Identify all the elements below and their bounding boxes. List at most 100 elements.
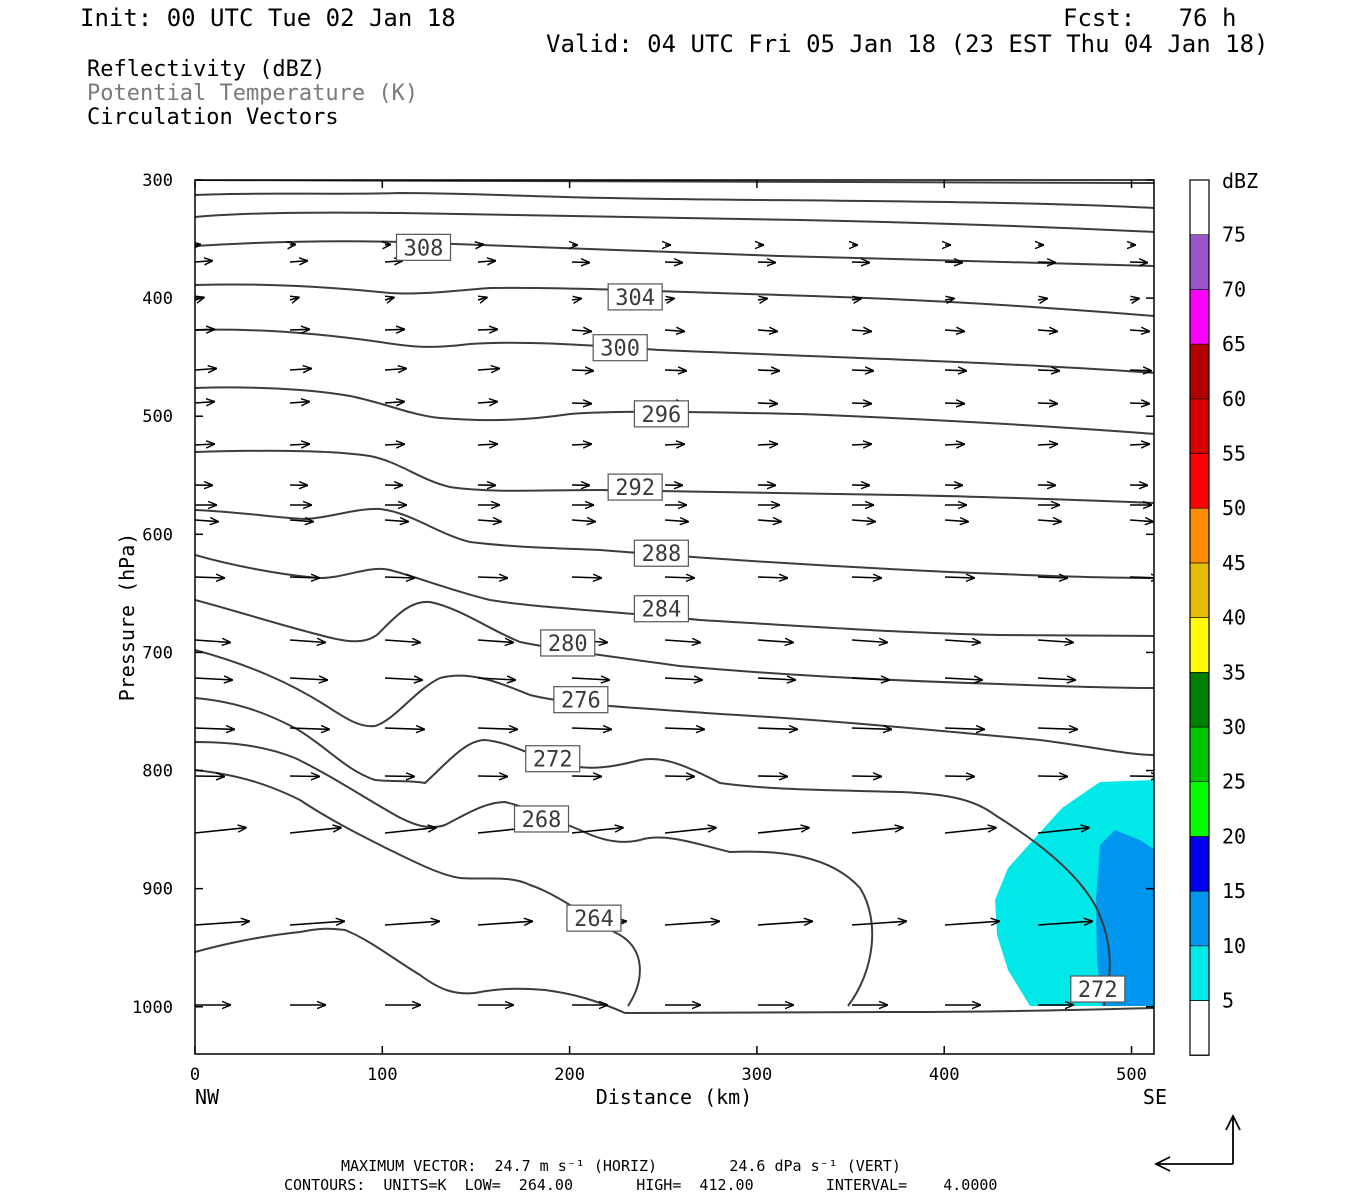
circulation-vector	[851, 370, 874, 371]
circulation-vector	[944, 330, 965, 331]
circulation-vector	[851, 444, 872, 445]
circulation-vector	[944, 776, 975, 777]
x-tick-label: 400	[929, 1065, 960, 1085]
circulation-vector	[384, 520, 409, 522]
circulation-vector	[384, 776, 415, 777]
colorbar-swatch	[1189, 343, 1210, 400]
colorbar-label: 55	[1222, 442, 1246, 466]
circulation-vector	[1037, 728, 1078, 729]
circulation-vector	[944, 678, 983, 680]
colorbar-label: 75	[1222, 223, 1246, 247]
circulation-vector	[1037, 921, 1093, 925]
colorbar-swatch	[1189, 617, 1210, 673]
circulation-vector	[944, 370, 967, 371]
circulation-vector	[1129, 370, 1152, 371]
theta-contour-266	[195, 769, 641, 1007]
y-axis-label: Pressure (hPa)	[115, 533, 139, 702]
circulation-vector	[477, 520, 502, 522]
circulation-vector	[664, 370, 687, 371]
colorbar-swatch	[1189, 453, 1210, 509]
circulation-vector	[384, 297, 395, 300]
circulation-vector	[477, 402, 498, 403]
reference-vector	[1153, 1113, 1241, 1172]
colorbar-label: 10	[1222, 934, 1246, 958]
colorbar-swatch	[1189, 890, 1210, 947]
circulation-vector	[289, 402, 310, 403]
circulation-vector	[1129, 262, 1148, 263]
circulation-vector	[851, 921, 907, 925]
circulation-vector	[289, 369, 312, 371]
circulation-vector	[571, 403, 592, 404]
svg-text:304: 304	[615, 286, 655, 311]
circulation-vector	[478, 244, 484, 245]
x-tick-label: 200	[554, 1065, 585, 1085]
circulation-vector	[384, 577, 415, 578]
contour-label: 268	[513, 805, 570, 833]
theta-contour-304	[195, 283, 1154, 317]
colorbar-swatch	[1189, 836, 1210, 892]
theta-contour-272	[195, 697, 1111, 1007]
circulation-vector	[1037, 678, 1076, 680]
theta-contour-300	[195, 328, 1154, 374]
colorbar-swatch	[1189, 289, 1210, 345]
circulation-vector	[1129, 330, 1150, 331]
x-tick-label: 0	[190, 1065, 200, 1085]
circulation-vector	[944, 262, 963, 263]
svg-text:308: 308	[404, 236, 444, 261]
circulation-vector	[477, 369, 500, 371]
circulation-vector	[289, 921, 345, 925]
colorbar-label: 40	[1222, 606, 1246, 630]
theta-contour-296	[195, 386, 1154, 435]
circulation-vector	[1037, 330, 1058, 331]
circulation-vector	[384, 329, 405, 330]
contour-label: 288	[633, 539, 689, 567]
circulation-vector	[757, 640, 794, 643]
circulation-vector	[384, 369, 407, 371]
circulation-vector	[571, 444, 592, 445]
circulation-vector	[664, 577, 695, 578]
colorbar-swatch	[1189, 671, 1210, 728]
circulation-vector	[851, 678, 890, 680]
circulation-vector	[664, 444, 685, 445]
y-tick-label: 900	[142, 880, 173, 900]
circulation-vector	[195, 402, 215, 403]
circulation-vector	[851, 520, 876, 522]
field-theta: Potential Temperature (K)	[87, 81, 419, 106]
circulation-vector	[851, 728, 892, 729]
circulation-vector	[289, 520, 314, 522]
circulation-vector	[571, 330, 592, 331]
x-end-label-se: SE	[1143, 1085, 1167, 1109]
colorbar-label: 45	[1222, 551, 1246, 575]
svg-text:296: 296	[642, 403, 682, 428]
circulation-vector	[1037, 640, 1074, 643]
circulation-vector	[757, 298, 768, 300]
circulation-vector	[944, 520, 969, 522]
contour-label: 296	[633, 400, 689, 428]
circulation-vector	[944, 577, 975, 578]
svg-text:264: 264	[574, 907, 614, 932]
circulation-vector	[944, 640, 981, 643]
circulation-vector	[195, 329, 215, 330]
contour-label: 264	[566, 904, 622, 932]
circulation-vector	[289, 828, 342, 834]
y-tick-label: 1000	[132, 998, 173, 1018]
circulation-vector	[1037, 298, 1048, 300]
circulation-vector	[289, 640, 326, 643]
circulation-vector	[664, 298, 675, 300]
colorbar-swatch	[1189, 945, 1210, 1001]
contour-label: 300	[592, 334, 648, 362]
circulation-vector	[195, 776, 225, 777]
circulation-vector	[851, 403, 872, 404]
circulation-vector	[384, 921, 440, 925]
contour-label: 280	[540, 629, 596, 657]
theta-contour-276	[195, 649, 1154, 756]
x-tick-label: 500	[1116, 1065, 1147, 1085]
circulation-vector	[571, 262, 590, 263]
circulation-vector	[195, 828, 247, 834]
svg-text:280: 280	[548, 632, 588, 657]
circulation-vector	[944, 921, 1000, 925]
colorbar-swatch	[1189, 726, 1210, 783]
circulation-vector	[757, 520, 782, 522]
colorbar-label: 5	[1222, 989, 1234, 1013]
